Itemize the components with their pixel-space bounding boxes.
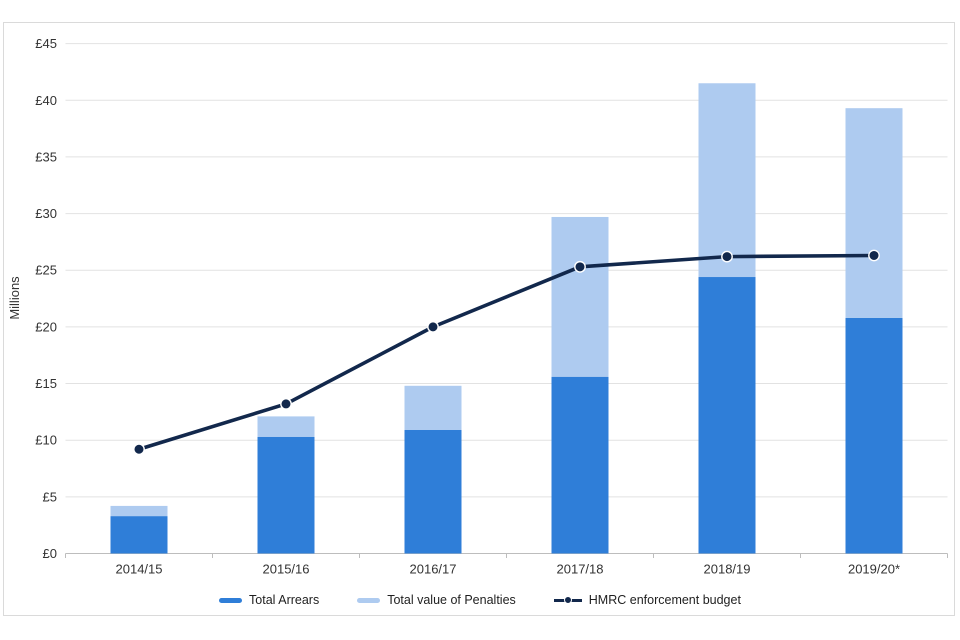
legend-item-total-penalties: Total value of Penalties xyxy=(357,593,516,607)
bar-segment-arrears xyxy=(404,429,462,554)
total-arrears-swatch-icon xyxy=(219,597,243,603)
bar-segment-penalties xyxy=(257,416,315,437)
bar-segment-arrears xyxy=(551,376,609,554)
budget-marker xyxy=(868,249,880,262)
budget-marker xyxy=(721,250,733,263)
bar-segment-penalties xyxy=(845,108,903,318)
x-tick-label: 2014/15 xyxy=(116,562,163,577)
budget-marker xyxy=(427,320,439,333)
y-tick-label: £35 xyxy=(35,149,57,164)
bar-segment-penalties xyxy=(698,83,756,278)
x-tick-label: 2019/20* xyxy=(848,562,900,577)
hmrc-budget-line-swatch-icon xyxy=(553,596,582,605)
bar-segment-penalties xyxy=(404,385,462,430)
legend-item-total-arrears: Total Arrears xyxy=(219,593,319,607)
budget-marker xyxy=(280,398,292,410)
x-tick-label: 2015/16 xyxy=(263,562,310,577)
y-tick-label: £20 xyxy=(35,319,57,334)
y-axis-title: Millions xyxy=(7,276,22,320)
budget-marker xyxy=(133,443,145,456)
total-penalties-swatch-icon xyxy=(357,597,381,603)
legend-label-total-penalties: Total value of Penalties xyxy=(387,593,516,607)
x-tick-label: 2018/19 xyxy=(704,562,751,577)
legend-item-hmrc-budget: HMRC enforcement budget xyxy=(553,593,741,607)
y-tick-label: £30 xyxy=(35,206,57,221)
bar-segment-arrears xyxy=(257,436,315,554)
y-tick-label: £45 xyxy=(35,36,57,51)
y-tick-label: £25 xyxy=(35,263,57,278)
y-tick-label: £40 xyxy=(35,93,57,108)
chart-legend: Total Arrears Total value of Penalties H… xyxy=(0,590,960,610)
bar-segment-penalties xyxy=(110,505,168,517)
x-tick-label: 2016/17 xyxy=(410,562,457,577)
bar-segment-arrears xyxy=(845,317,903,554)
budget-line xyxy=(137,253,876,452)
y-tick-label: £5 xyxy=(43,489,57,504)
y-tick-label: £0 xyxy=(43,546,57,561)
bar-segment-arrears xyxy=(110,516,168,554)
x-tick-label: 2017/18 xyxy=(557,562,604,577)
budget-marker xyxy=(574,260,586,273)
bar-segment-penalties xyxy=(551,216,609,377)
y-tick-label: £15 xyxy=(35,376,57,391)
y-tick-label: £10 xyxy=(35,433,57,448)
bar-segment-arrears xyxy=(698,277,756,554)
legend-label-hmrc-budget: HMRC enforcement budget xyxy=(588,593,741,607)
legend-label-total-arrears: Total Arrears xyxy=(249,593,320,607)
